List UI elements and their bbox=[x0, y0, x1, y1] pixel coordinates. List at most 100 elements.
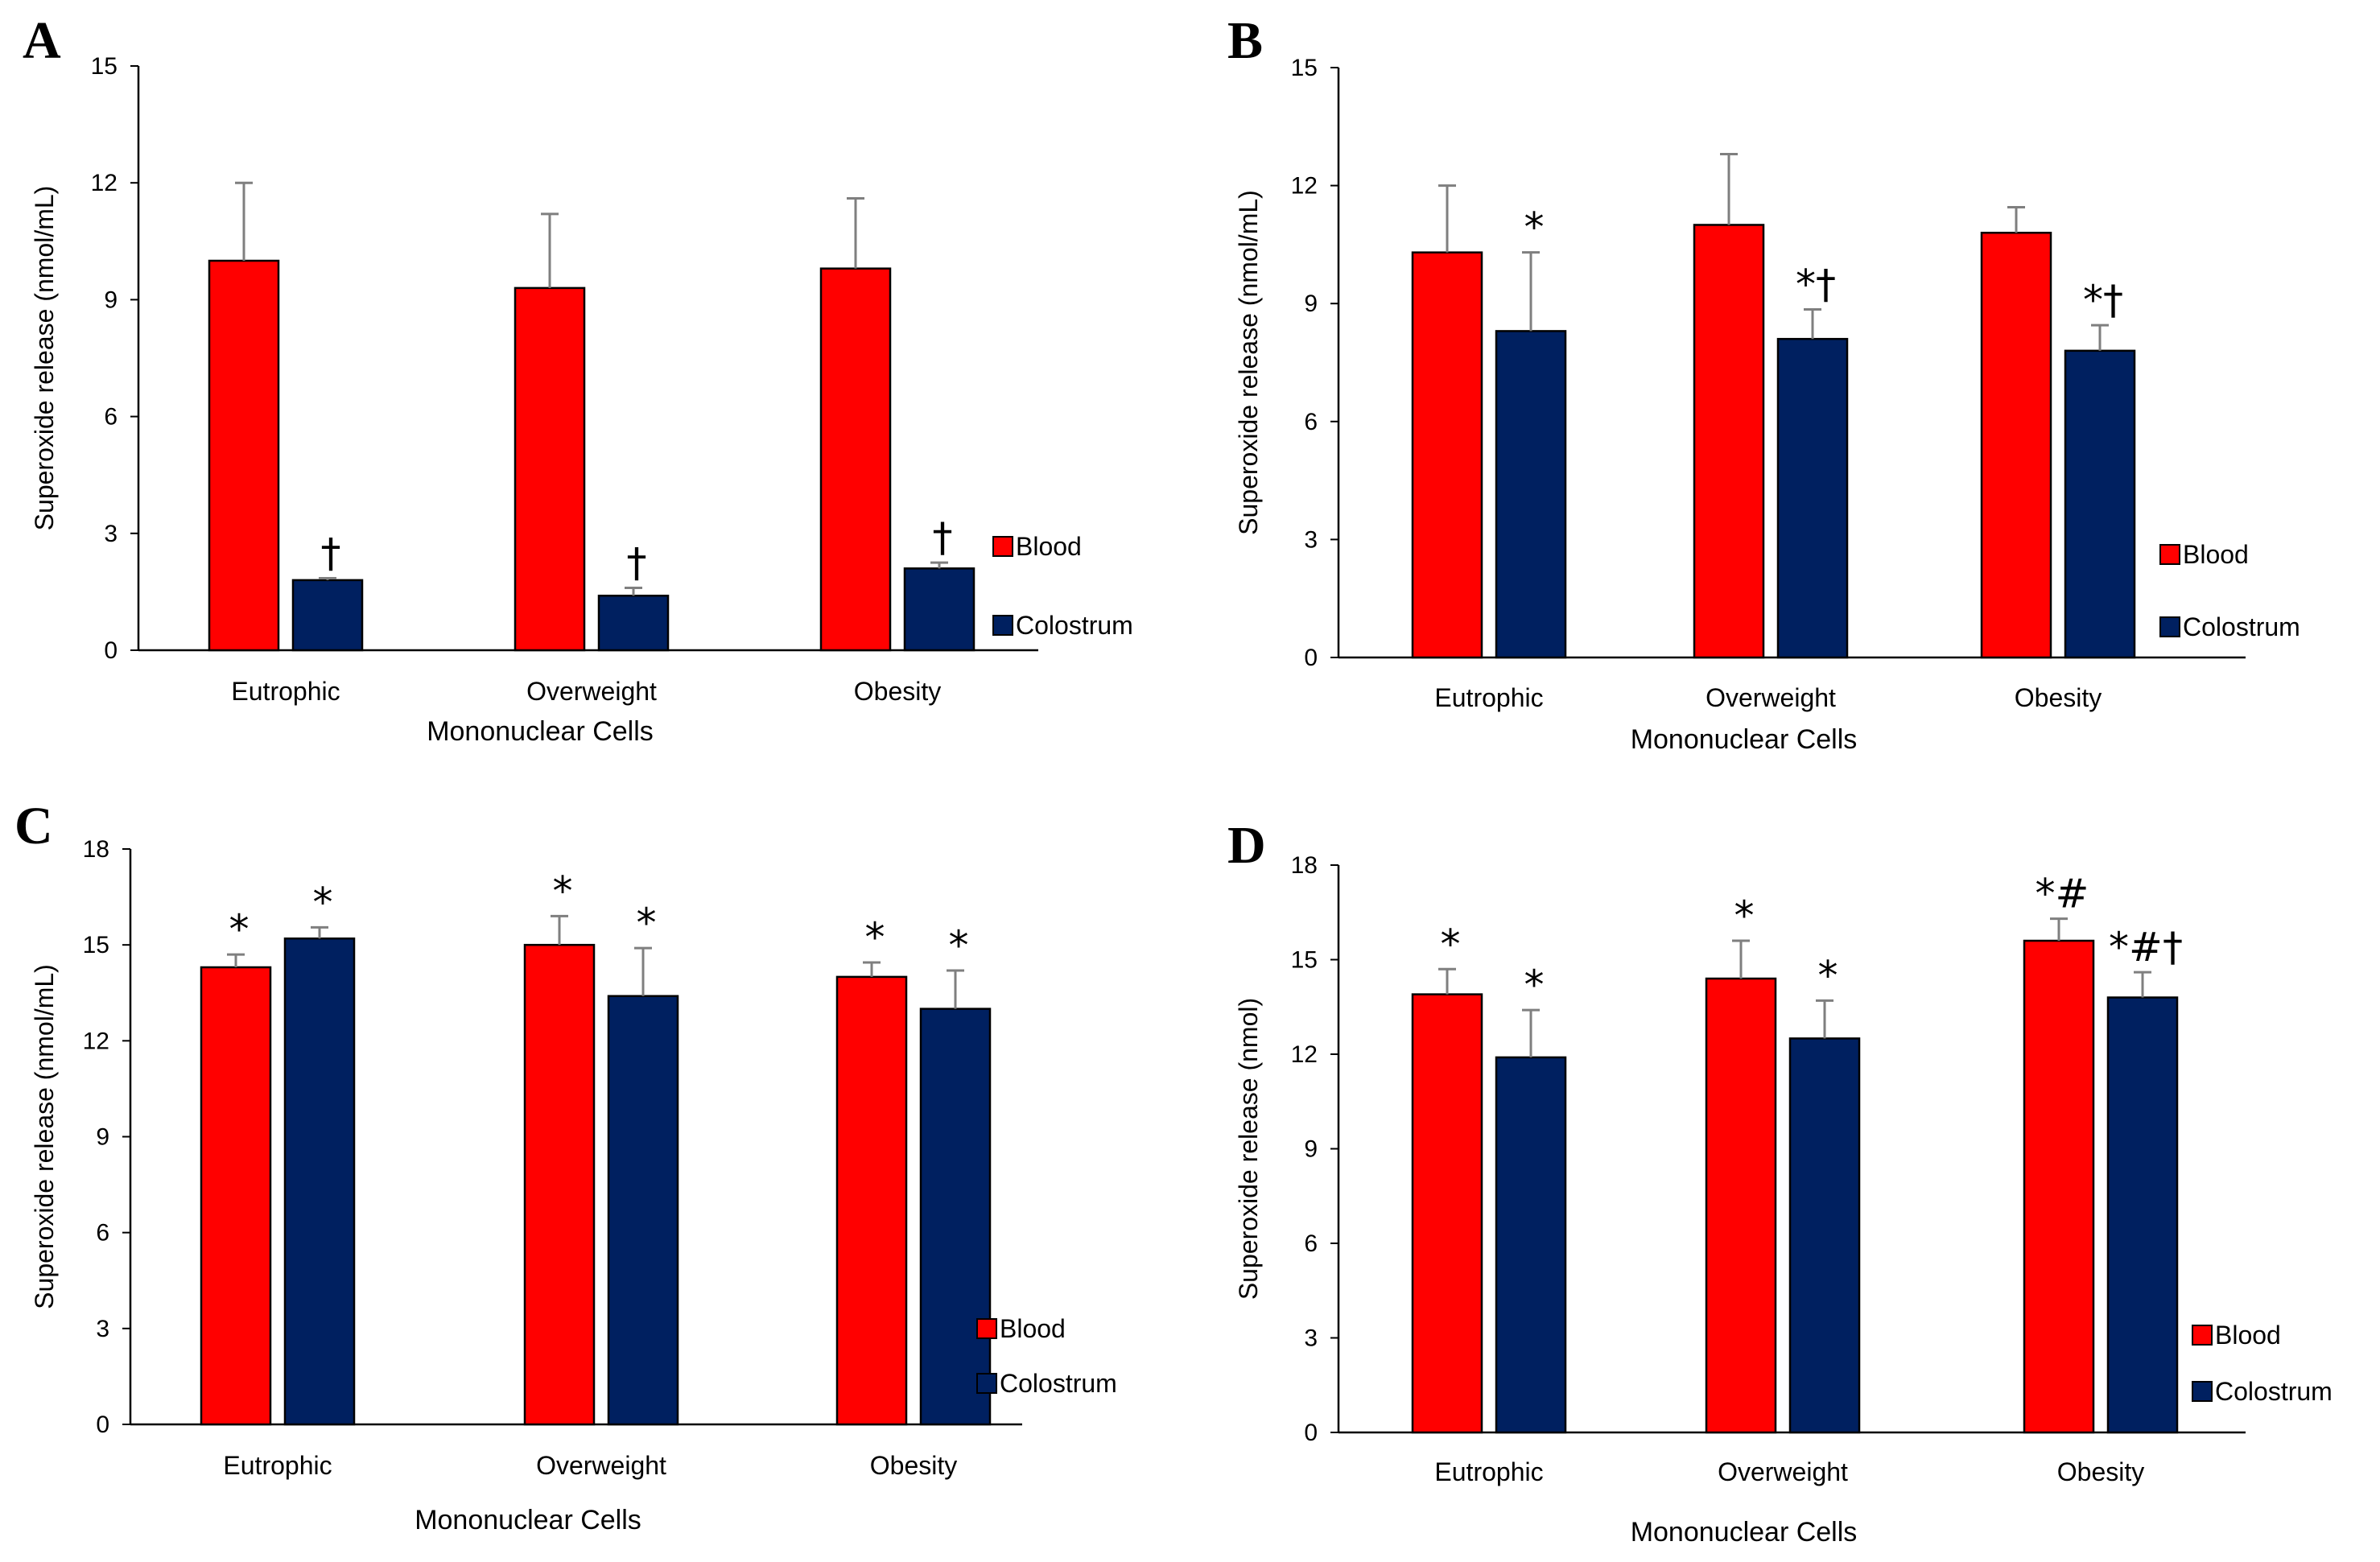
panel-b-legend-label-blood: Blood bbox=[2183, 540, 2249, 569]
panel-b-category-label: Overweight bbox=[1706, 683, 1836, 712]
panel-a-legend-swatch-colostrum bbox=[992, 615, 1013, 636]
panel-a-letter: A bbox=[23, 11, 61, 70]
panel-a-bar-blood-eutrophic bbox=[208, 259, 280, 652]
panel-a-category-label: Eutrophic bbox=[231, 677, 340, 706]
panel-b-y-axis-title: Superoxide release (nmol/mL) bbox=[1234, 190, 1263, 535]
panel-a-category-label: Obesity bbox=[854, 677, 941, 706]
panel-b-ytick-label: 12 bbox=[1291, 173, 1318, 200]
panel-b: B 0 3 6 9 12 15 * Eutrophic *† Overweight *† Obesity… bbox=[1227, 11, 2300, 755]
panel-c-sig-colostrum-eutrophic: * bbox=[313, 879, 333, 925]
panel-c-bar-blood-obesity bbox=[835, 975, 908, 1426]
panel-b-bar-colostrum-eutrophic bbox=[1495, 330, 1567, 659]
panel-c-sig-blood-overweight: * bbox=[553, 868, 573, 914]
panel-d-category-label: Obesity bbox=[2057, 1457, 2144, 1486]
panel-d-ytick-label: 12 bbox=[1291, 1041, 1318, 1068]
panel-d-legend-label-blood: Blood bbox=[2215, 1321, 2281, 1350]
panel-b-sig-colostrum-eutrophic: * bbox=[1524, 204, 1545, 251]
panel-d-bar-blood-eutrophic bbox=[1411, 993, 1483, 1434]
panel-c: C 0 3 6 9 12 15 18 * * Eutrophic * * Overweight * * Obes… bbox=[14, 797, 1117, 1535]
panel-c-category-label: Eutrophic bbox=[223, 1451, 332, 1480]
panel-c-bar-colostrum-overweight bbox=[607, 995, 679, 1426]
panel-d-y-axis-title: Superoxide release (nmol) bbox=[1234, 998, 1263, 1300]
panel-a-legend-label-blood: Blood bbox=[1016, 532, 1082, 561]
panel-d-letter: D bbox=[1227, 816, 1266, 875]
panel-a-bar-colostrum-overweight bbox=[597, 594, 670, 652]
panel-d-ytick-label: 15 bbox=[1291, 947, 1318, 974]
panel-c-legend-label-blood: Blood bbox=[1000, 1314, 1066, 1343]
panel-c-legend-swatch-blood bbox=[976, 1318, 997, 1339]
panel-d-legend-swatch-blood bbox=[2192, 1325, 2213, 1346]
panel-a-sig-colostrum-eutrophic: † bbox=[321, 530, 341, 576]
panel-c-sig-colostrum-obesity: * bbox=[949, 922, 969, 969]
panel-a-ytick-label: 9 bbox=[104, 286, 118, 313]
panel-b-legend-swatch-colostrum bbox=[2159, 616, 2180, 637]
panel-c-bar-colostrum-obesity bbox=[919, 1008, 992, 1426]
panel-b-ytick-label: 15 bbox=[1291, 55, 1318, 81]
panel-d-bar-blood-overweight bbox=[1705, 977, 1777, 1434]
panel-b-legend-label-colostrum: Colostrum bbox=[2183, 612, 2300, 641]
panel-c-category-label: Obesity bbox=[870, 1451, 957, 1480]
panel-a-ytick-label: 0 bbox=[104, 637, 118, 664]
panel-b-legend-swatch-blood bbox=[2159, 544, 2180, 565]
panel-b-bar-blood-eutrophic bbox=[1411, 251, 1483, 659]
panel-d-category-label: Overweight bbox=[1718, 1457, 1848, 1486]
panel-c-bar-blood-overweight bbox=[523, 943, 596, 1426]
panel-b-ytick-label: 9 bbox=[1304, 291, 1318, 317]
panel-c-ytick-label: 12 bbox=[83, 1028, 109, 1054]
panel-c-sig-blood-obesity: * bbox=[865, 914, 885, 961]
panel-c-y-axis-title: Superoxide release (nmol/mL) bbox=[30, 964, 59, 1309]
panel-a-sig-colostrum-obesity: † bbox=[933, 514, 953, 561]
panel-a-bar-blood-overweight bbox=[514, 286, 586, 652]
panel-a-bar-colostrum-eutrophic bbox=[291, 579, 364, 652]
panel-b-sig-colostrum-obesity: *† bbox=[2083, 277, 2123, 324]
panel-b-ytick-label: 3 bbox=[1304, 526, 1318, 553]
panel-d-sig-colostrum-eutrophic: * bbox=[1524, 962, 1545, 1008]
panel-d-ytick-label: 0 bbox=[1304, 1420, 1318, 1446]
panel-a-ytick-label: 6 bbox=[104, 404, 118, 431]
panel-d-sig-colostrum-obesity: *#† bbox=[2109, 924, 2183, 971]
panel-b-ytick-label: 0 bbox=[1304, 645, 1318, 671]
panel-d-bar-colostrum-overweight bbox=[1788, 1037, 1861, 1434]
panel-a-legend-label-colostrum: Colostrum bbox=[1016, 611, 1133, 640]
panel-d-sig-blood-overweight: * bbox=[1734, 892, 1755, 939]
panel-c-bar-colostrum-eutrophic bbox=[283, 937, 356, 1426]
panel-b-sig-colostrum-overweight: *† bbox=[1796, 262, 1836, 308]
panel-d-ytick-label: 6 bbox=[1304, 1230, 1318, 1257]
panel-c-ytick-label: 15 bbox=[83, 932, 109, 958]
panel-c-category-label: Overweight bbox=[536, 1451, 666, 1480]
panel-b-letter: B bbox=[1227, 11, 1263, 70]
panel-d-bar-colostrum-eutrophic bbox=[1495, 1056, 1567, 1434]
panel-c-x-axis-title: Mononuclear Cells bbox=[415, 1505, 641, 1535]
panel-b-x-axis-title: Mononuclear Cells bbox=[1631, 724, 1858, 755]
panel-a-ytick-label: 15 bbox=[91, 53, 118, 80]
panel-d-sig-blood-eutrophic: * bbox=[1441, 921, 1461, 967]
panel-b-category-label: Obesity bbox=[2015, 683, 2102, 712]
panel-b-bar-colostrum-obesity bbox=[2064, 349, 2136, 659]
panel-a-category-label: Overweight bbox=[526, 677, 657, 706]
panel-d-legend-label-colostrum: Colostrum bbox=[2215, 1377, 2333, 1406]
panel-d-ytick-label: 3 bbox=[1304, 1325, 1318, 1352]
panel-b-bar-colostrum-overweight bbox=[1776, 337, 1849, 659]
panel-a-ytick-label: 3 bbox=[104, 521, 118, 547]
panel-c-legend-label-colostrum: Colostrum bbox=[1000, 1369, 1117, 1398]
panel-c-ytick-label: 0 bbox=[96, 1412, 109, 1438]
panel-b-category-label: Eutrophic bbox=[1434, 683, 1543, 712]
panel-d-category-label: Eutrophic bbox=[1434, 1457, 1543, 1486]
panel-a-bar-blood-obesity bbox=[819, 267, 892, 652]
panel-a-ytick-label: 12 bbox=[91, 170, 118, 196]
panel-b-bar-blood-obesity bbox=[1980, 231, 2052, 659]
panel-c-ytick-label: 9 bbox=[96, 1124, 109, 1151]
panel-a: A 0 3 6 9 12 15 † Eutrophic † Overweight † Obesity Mo… bbox=[23, 11, 1133, 747]
panel-c-letter: C bbox=[14, 797, 53, 855]
panel-c-ytick-label: 18 bbox=[83, 836, 109, 863]
panel-a-y-axis-title: Superoxide release (nmol/mL) bbox=[30, 186, 59, 531]
panel-a-bar-colostrum-obesity bbox=[903, 567, 976, 652]
panel-d-bar-blood-obesity bbox=[2023, 939, 2095, 1434]
panel-d-ytick-label: 18 bbox=[1291, 852, 1318, 879]
panel-c-bar-blood-eutrophic bbox=[200, 966, 272, 1426]
panel-c-ytick-label: 3 bbox=[96, 1316, 109, 1342]
panel-d-sig-blood-obesity: *# bbox=[2036, 871, 2089, 917]
panel-b-bar-blood-overweight bbox=[1693, 224, 1765, 659]
panel-a-legend-swatch-blood bbox=[992, 536, 1013, 557]
